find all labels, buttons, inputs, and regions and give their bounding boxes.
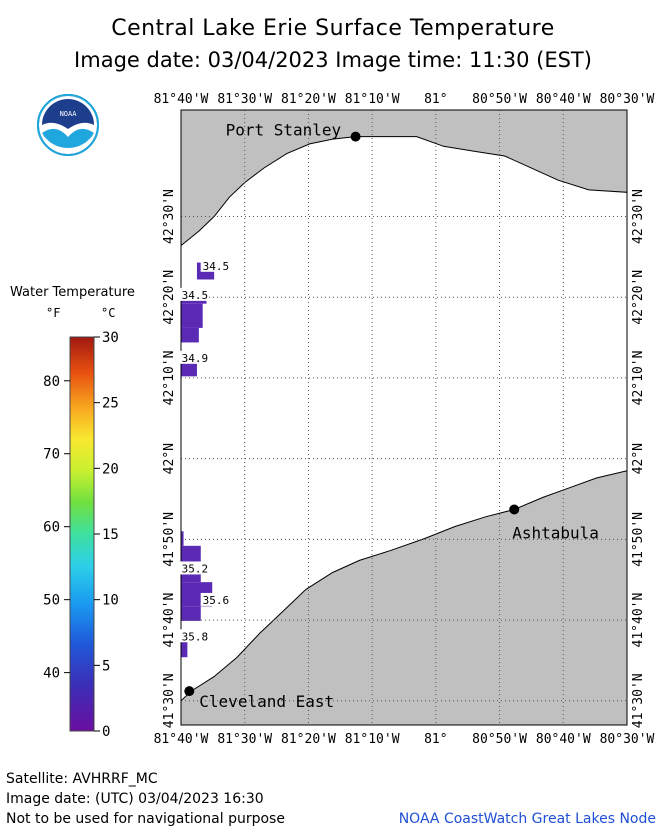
- city-marker: [184, 686, 195, 697]
- map-title: Central Lake Erie Surface Temperature: [111, 16, 555, 41]
- temp-label: 34.5: [182, 289, 209, 302]
- temp-label-bg: [200, 592, 229, 606]
- temp-label: 35.8: [182, 630, 209, 643]
- lon-label-bottom: 80°30'W: [600, 732, 655, 747]
- lat-label-left: 41°50'N: [162, 512, 177, 567]
- legend-title: Water Temperature: [10, 285, 135, 300]
- celsius-tick-label: 0: [102, 724, 110, 740]
- ice-block: [181, 327, 199, 343]
- lat-label-left: 41°40'N: [162, 593, 177, 648]
- lon-label-top: 81°20'W: [281, 92, 336, 107]
- temp-label-bg: [179, 561, 208, 575]
- ice-block: [181, 606, 201, 621]
- utc-datetime: Image date: (UTC) 03/04/2023 16:30: [6, 791, 264, 807]
- lake-map: 81°40'W 81°40'W 81°30'W 81°30'W 81°20'W 81°20…: [154, 92, 655, 747]
- city-label: Ashtabula: [512, 524, 599, 543]
- lat-label-left: 42°10'N: [162, 351, 177, 406]
- lon-label-bottom: 81°: [424, 732, 447, 747]
- fahrenheit-tick-label: 60: [43, 520, 60, 536]
- lat-label-left: 42°30'N: [162, 189, 177, 244]
- color-bar: [69, 336, 95, 732]
- map-frame: [180, 109, 628, 726]
- city-marker: [350, 131, 361, 142]
- fahrenheit-tick-label: 80: [43, 374, 60, 390]
- celsius-tick-label: 5: [102, 658, 110, 674]
- credit-link[interactable]: NOAA CoastWatch Great Lakes Node: [398, 811, 656, 827]
- temp-label: 35.6: [203, 594, 230, 607]
- lat-label-left: 41°30'N: [162, 673, 177, 728]
- logo-text: NOAA: [60, 110, 78, 118]
- lon-label-top: 81°: [424, 92, 447, 107]
- fahrenheit-tick-label: 70: [43, 447, 60, 463]
- lon-label-bottom: 81°40'W: [154, 732, 209, 747]
- lon-label-top: 81°40'W: [154, 92, 209, 107]
- lon-label-top: 80°30'W: [600, 92, 655, 107]
- satellite-info: Satellite: AVHRRF_MC: [6, 771, 158, 787]
- unit-fahrenheit: °F: [46, 306, 61, 320]
- temp-label-bg: [179, 287, 208, 301]
- lat-label-right: 42°10'N: [631, 351, 646, 406]
- temp-label: 34.9: [182, 352, 209, 365]
- celsius-tick-label: 30: [102, 330, 119, 346]
- ice-block: [181, 632, 188, 658]
- lat-label-right: 41°30'N: [631, 673, 646, 728]
- lat-label-left: 42°20'N: [162, 270, 177, 325]
- city-marker: [509, 504, 520, 515]
- lon-label-bottom: 81°30'W: [217, 732, 272, 747]
- lon-label-bottom: 81°10'W: [345, 732, 400, 747]
- lon-label-bottom: 80°50'W: [472, 732, 527, 747]
- celsius-tick-label: 10: [102, 593, 119, 609]
- lon-label-bottom: 80°40'W: [536, 732, 591, 747]
- ice-block: [181, 303, 203, 328]
- lon-label-top: 81°10'W: [345, 92, 400, 107]
- lat-label-left: 42°N: [162, 443, 177, 474]
- south-shore-land: [180, 470, 628, 726]
- temp-label-bg: [179, 629, 208, 643]
- lat-label-right: 42°N: [631, 443, 646, 474]
- celsius-tick-label: 20: [102, 461, 119, 477]
- lon-label-top: 80°50'W: [472, 92, 527, 107]
- lon-label-bottom: 81°20'W: [281, 732, 336, 747]
- celsius-tick-label: 25: [102, 396, 119, 412]
- temp-label-bg: [179, 350, 208, 364]
- image-datetime: Image date: 03/04/2023 Image time: 11:30…: [74, 48, 592, 72]
- lon-label-top: 80°40'W: [536, 92, 591, 107]
- fahrenheit-tick-label: 40: [43, 666, 60, 682]
- lon-label-top: 81°30'W: [217, 92, 272, 107]
- noaa-logo: NOAA: [37, 94, 99, 156]
- temp-label: 34.5: [203, 260, 230, 273]
- celsius-tick-label: 15: [102, 527, 119, 543]
- lat-label-right: 41°40'N: [631, 593, 646, 648]
- lat-label-right: 41°50'N: [631, 512, 646, 567]
- lat-label-right: 42°20'N: [631, 270, 646, 325]
- lat-label-right: 42°30'N: [631, 189, 646, 244]
- fahrenheit-tick-label: 50: [43, 593, 60, 609]
- disclaimer: Not to be used for navigational purpose: [6, 811, 285, 827]
- ice-block: [181, 531, 184, 546]
- temp-label: 35.2: [182, 562, 209, 575]
- city-label: Cleveland East: [199, 692, 334, 711]
- temp-label-bg: [200, 258, 229, 272]
- city-label: Port Stanley: [226, 121, 342, 140]
- unit-celsius: °C: [101, 306, 116, 320]
